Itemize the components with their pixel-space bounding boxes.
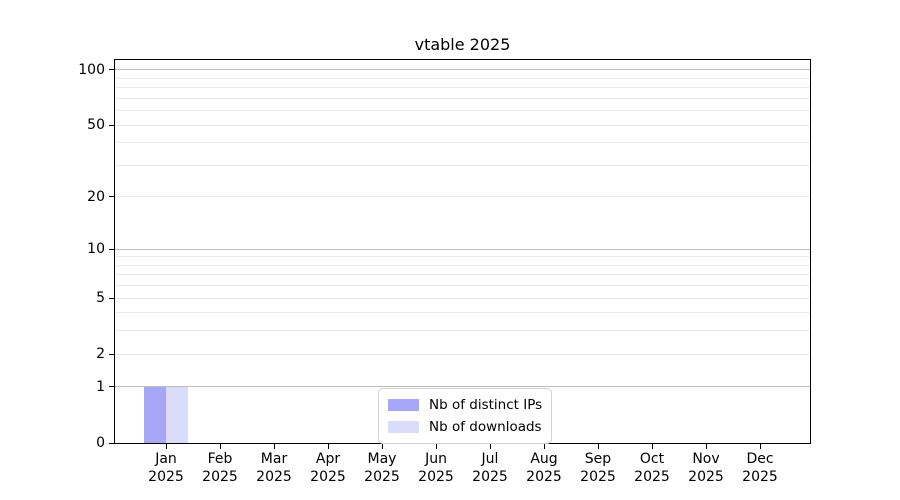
x-tick-month: Jan [155, 451, 177, 467]
x-tick-month: Jul [481, 451, 499, 467]
y-tick-label: 0 [96, 435, 105, 451]
x-tick-month: Feb [207, 451, 233, 467]
bar-nb-of-distinct-ips-jan [144, 386, 166, 443]
x-tick-label: Aug 2025 [512, 451, 576, 486]
x-tick-label: Feb 2025 [188, 451, 252, 486]
x-tick-year: 2025 [472, 468, 508, 485]
x-tick-year: 2025 [688, 468, 724, 485]
x-tick-year: 2025 [742, 468, 778, 485]
x-tick-month: Aug [530, 451, 558, 467]
x-tick-label: Oct 2025 [620, 451, 684, 486]
x-tick-mark [705, 444, 707, 449]
x-tick-mark [597, 444, 599, 449]
y-tick-label: 2 [96, 346, 105, 363]
gridline-minor [115, 124, 810, 126]
y-tick-mark [109, 248, 114, 250]
gridline-minor [115, 285, 810, 287]
x-tick-month: Jun [425, 451, 447, 467]
x-tick-month: Nov [692, 451, 720, 467]
y-tick-mark [109, 386, 114, 388]
x-tick-label: Mar 2025 [242, 451, 306, 486]
gridline-minor [115, 330, 810, 332]
x-tick-label: Jan 2025 [134, 451, 198, 486]
x-tick-month: Oct [639, 451, 665, 467]
y-tick-mark [109, 196, 114, 198]
y-tick-label: 20 [87, 188, 105, 205]
y-tick-mark [109, 124, 114, 126]
x-tick-mark [759, 444, 761, 449]
gridline-minor [115, 77, 810, 79]
legend-entry-distinct-ips: Nb of distinct IPs [388, 394, 542, 416]
x-tick-month: May [367, 451, 397, 467]
gridline-major [115, 248, 810, 250]
gridline-minor [115, 110, 810, 112]
gridline-minor [115, 97, 810, 99]
x-tick-mark [381, 444, 383, 449]
chart-title: vtable 2025 [414, 35, 511, 54]
x-tick-mark [219, 444, 221, 449]
bar-layer [115, 60, 810, 443]
y-tick-mark [109, 353, 114, 355]
bar-nb-of-downloads-jan [166, 386, 188, 443]
plot-area: Nb of distinct IPs Nb of downloads [114, 59, 811, 444]
gridline-minor [115, 196, 810, 198]
x-tick-month: Dec [746, 451, 774, 467]
gridline-minor [115, 353, 810, 355]
y-tick-label: 50 [87, 117, 105, 134]
x-tick-label: Jul 2025 [458, 451, 522, 486]
x-tick-mark [543, 444, 545, 449]
x-tick-mark [651, 444, 653, 449]
x-tick-month: Sep [584, 451, 612, 467]
x-tick-label: Apr 2025 [296, 451, 360, 486]
x-tick-year: 2025 [418, 468, 454, 485]
x-tick-mark [489, 444, 491, 449]
gridline-minor [115, 312, 810, 314]
x-tick-year: 2025 [256, 468, 292, 485]
y-tick-label: 100 [78, 61, 105, 78]
legend-swatch-downloads [388, 421, 419, 433]
x-tick-year: 2025 [310, 468, 346, 485]
x-tick-label: Jun 2025 [404, 451, 468, 486]
grid-layer [115, 60, 810, 443]
x-tick-month: Apr [315, 451, 341, 467]
x-tick-label: May 2025 [350, 451, 414, 486]
x-tick-year: 2025 [202, 468, 238, 485]
legend-entry-downloads: Nb of downloads [388, 416, 542, 438]
gridline-minor [115, 164, 810, 166]
y-tick-label: 1 [96, 378, 105, 395]
x-tick-label: Sep 2025 [566, 451, 630, 486]
y-tick-mark [109, 69, 114, 71]
legend: Nb of distinct IPs Nb of downloads [378, 388, 553, 444]
legend-label-distinct-ips: Nb of distinct IPs [429, 397, 543, 413]
x-tick-year: 2025 [580, 468, 616, 485]
y-tick-mark [109, 442, 114, 444]
gridline-minor [115, 87, 810, 89]
gridline-minor [115, 256, 810, 258]
legend-swatch-distinct-ips [388, 399, 419, 411]
x-tick-year: 2025 [364, 468, 400, 485]
x-tick-year: 2025 [634, 468, 670, 485]
gridline-minor [115, 264, 810, 266]
x-tick-mark [435, 444, 437, 449]
x-tick-label: Nov 2025 [674, 451, 738, 486]
y-tick-mark [109, 297, 114, 299]
gridline-major [115, 386, 810, 388]
x-tick-label: Dec 2025 [728, 451, 792, 486]
x-tick-year: 2025 [148, 468, 184, 485]
gridline-minor [115, 142, 810, 144]
x-tick-month: Mar [260, 451, 288, 467]
gridline-minor [115, 274, 810, 276]
x-tick-mark [327, 444, 329, 449]
legend-label-downloads: Nb of downloads [429, 419, 542, 435]
x-tick-year: 2025 [526, 468, 562, 485]
x-tick-mark [165, 444, 167, 449]
x-tick-mark [273, 444, 275, 449]
y-tick-label: 10 [87, 241, 105, 258]
gridline-major [115, 69, 810, 71]
y-tick-label: 5 [96, 290, 105, 307]
gridline-minor [115, 297, 810, 299]
